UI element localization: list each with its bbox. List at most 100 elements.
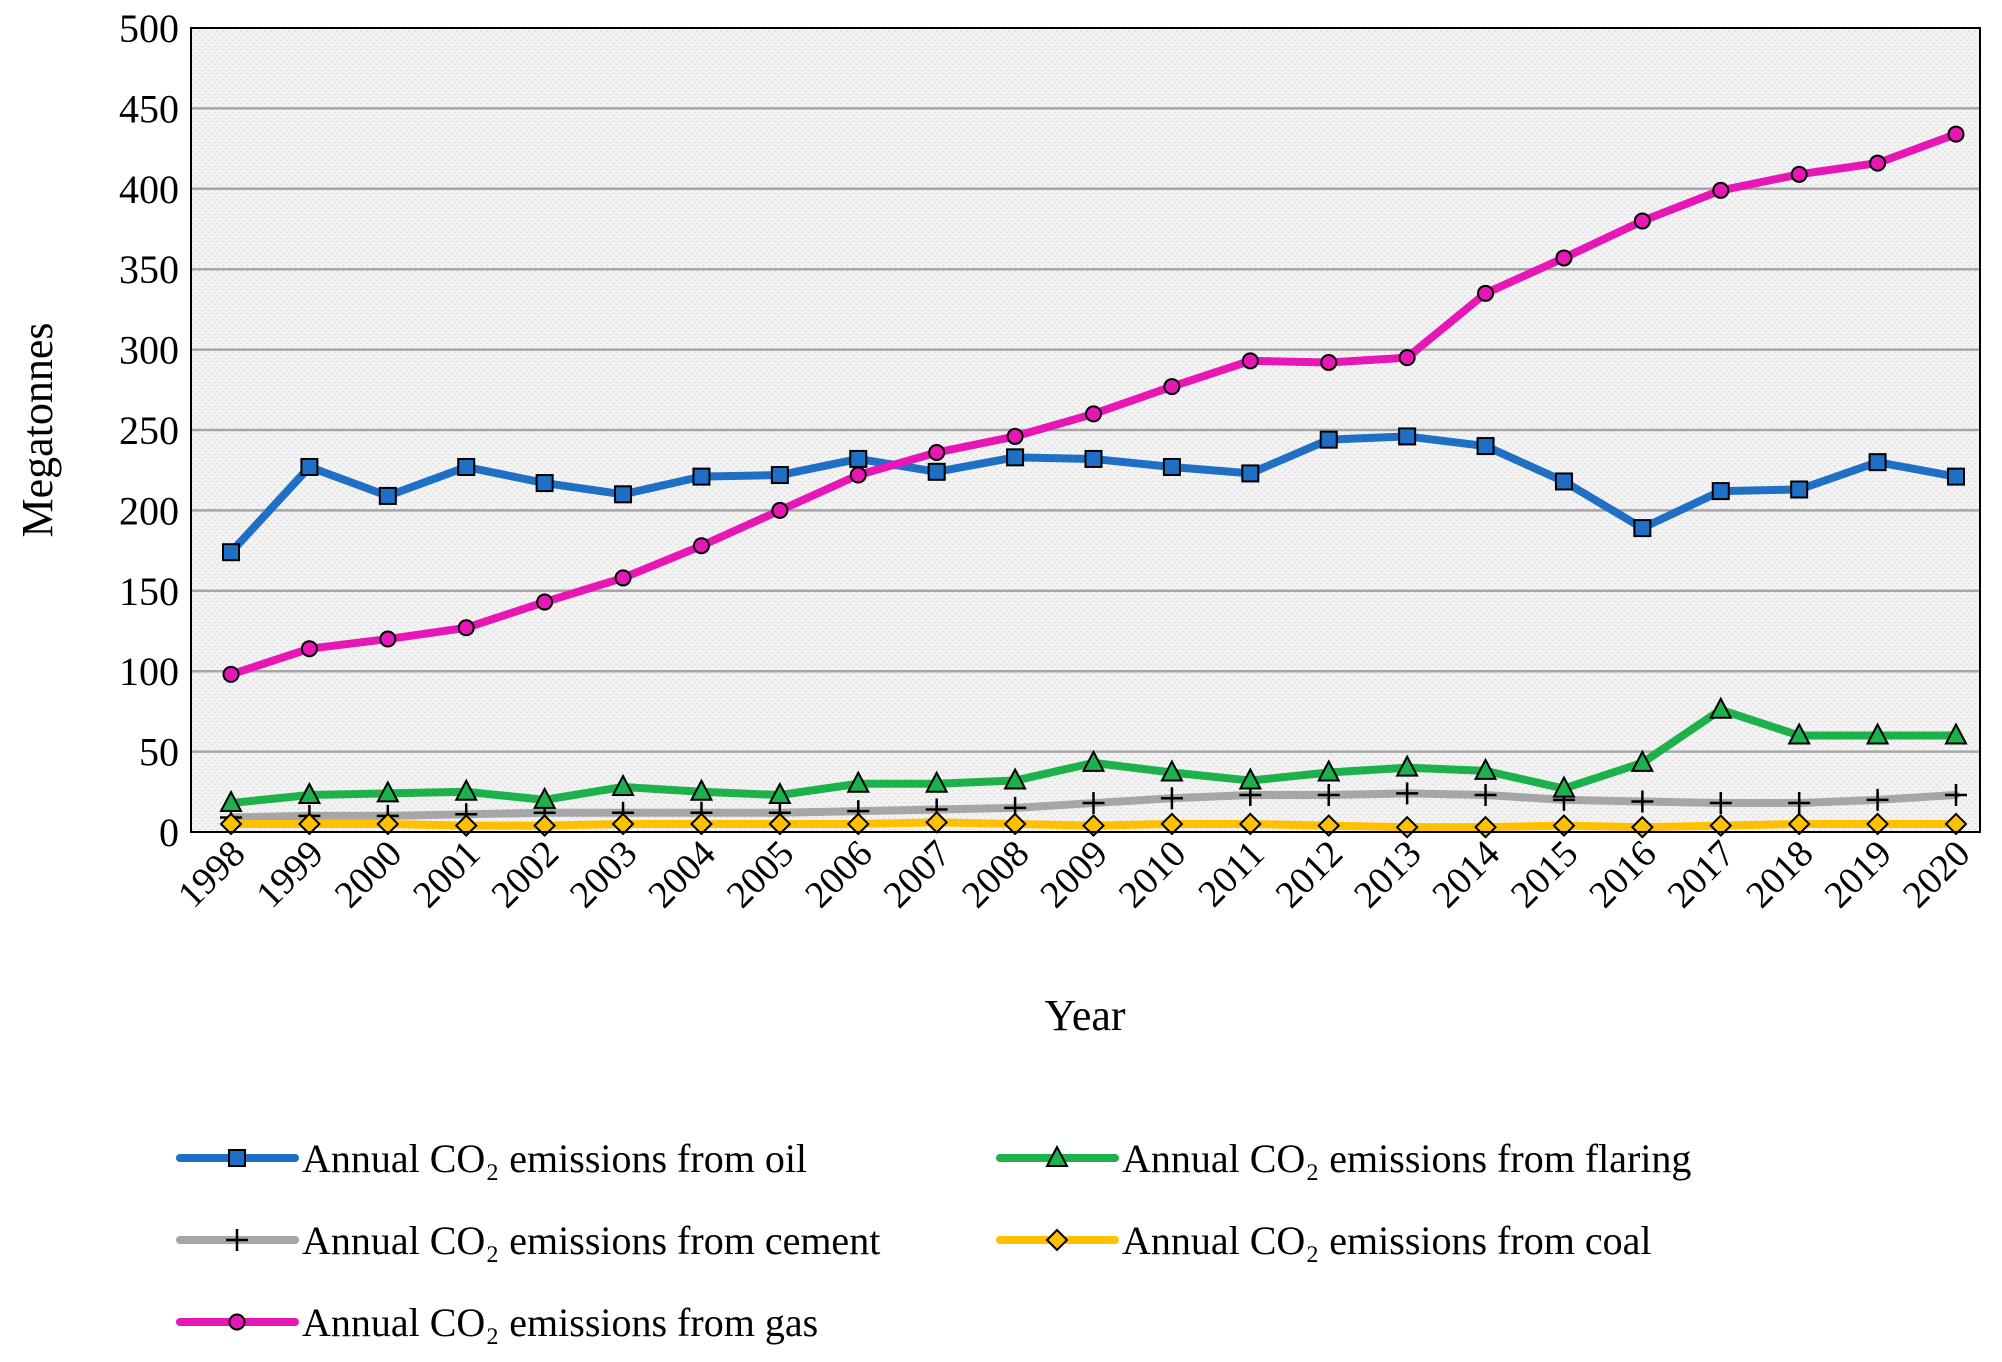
data-point [1947, 467, 1965, 486]
y-tick-label: 300 [119, 328, 179, 373]
data-point [1711, 482, 1730, 501]
x-tick-label: 2005 [719, 833, 802, 916]
data-point [1865, 722, 1890, 745]
series-layer [219, 125, 1968, 839]
data-point [849, 449, 868, 468]
data-point [1238, 812, 1262, 836]
data-point [846, 770, 870, 793]
y-tick-label: 400 [119, 167, 179, 212]
y-tick-label: 450 [119, 86, 179, 131]
data-point [1474, 784, 1497, 807]
data-point [1317, 759, 1341, 782]
data-point [1162, 457, 1181, 476]
data-point [297, 781, 322, 805]
data-point [614, 569, 632, 587]
data-point [1477, 284, 1495, 302]
data-point [1084, 449, 1103, 468]
y-tick-label: 250 [119, 408, 179, 453]
data-point [1790, 165, 1808, 183]
data-point [1163, 378, 1181, 396]
x-tick-label: 2008 [954, 833, 1037, 916]
data-point [219, 789, 243, 813]
data-point [925, 770, 949, 793]
y-tick-label: 150 [119, 569, 179, 614]
data-point [1085, 405, 1102, 423]
x-tick-label: 2002 [484, 833, 567, 916]
data-point [300, 457, 319, 476]
data-point [1476, 437, 1495, 456]
x-tick-label: 1999 [248, 833, 331, 916]
x-tick-label: 2007 [876, 833, 959, 916]
data-point [690, 812, 713, 836]
data-point [689, 778, 714, 801]
x-tick-label: 2011 [1190, 833, 1272, 915]
data-point [1398, 427, 1417, 446]
data-point [692, 537, 710, 555]
x-tick-label: 2000 [327, 833, 410, 916]
data-point [1790, 480, 1809, 499]
data-point [614, 485, 633, 504]
x-tick-label: 1998 [170, 833, 253, 916]
data-point [1947, 125, 1965, 143]
legend-marker [1045, 1228, 1069, 1252]
legend: Annual CO₂ emissions from oil Annual CO₂ … [176, 1136, 1691, 1345]
data-point [1552, 775, 1576, 798]
data-point [533, 814, 557, 837]
x-tick-label: 2017 [1660, 833, 1743, 916]
y-axis-tick-labels: 0 50 100 150 200 250 300 350 400 450 500 [119, 6, 179, 855]
legend-label: Annual CO₂ emissions from coal [1122, 1218, 1651, 1263]
data-point [457, 457, 476, 476]
legend-marker [228, 1149, 246, 1167]
gridlines [191, 107, 1980, 753]
data-point [378, 486, 397, 505]
data-point [1712, 181, 1730, 199]
series-group [222, 125, 1965, 683]
data-point [222, 543, 240, 562]
data-point [1082, 792, 1105, 815]
data-point [379, 630, 397, 648]
y-tick-label: 50 [139, 730, 179, 775]
data-point [454, 814, 478, 837]
x-tick-label: 2018 [1738, 833, 1821, 916]
data-point [219, 812, 243, 836]
data-point [1787, 812, 1811, 836]
data-point [1709, 814, 1733, 837]
plot-border [190, 27, 1981, 833]
data-point [927, 462, 946, 481]
x-tick-label: 2010 [1111, 833, 1194, 916]
data-point [1787, 722, 1811, 745]
x-tick-label: 2016 [1581, 833, 1664, 916]
y-tick-label: 350 [119, 247, 179, 292]
data-point [1633, 212, 1651, 230]
x-tick-label: 2015 [1503, 833, 1586, 916]
data-point [768, 812, 792, 836]
x-tick-label: 2020 [1895, 833, 1978, 916]
data-point [1006, 427, 1024, 445]
y-tick-label: 0 [159, 810, 179, 855]
data-point [770, 466, 789, 485]
data-point [1868, 453, 1887, 472]
y-tick-label: 100 [119, 649, 179, 694]
x-tick-label: 2019 [1817, 833, 1900, 916]
data-point [771, 501, 789, 519]
y-tick-label: 500 [119, 6, 179, 51]
data-point [1081, 749, 1106, 772]
data-point [1788, 792, 1811, 815]
legend-label: Annual CO₂ emissions from flaring [1122, 1136, 1691, 1181]
data-point [454, 778, 478, 801]
data-point [535, 474, 554, 493]
x-tick-label: 2013 [1346, 833, 1429, 916]
series-group [222, 427, 1965, 562]
data-point [1160, 787, 1183, 810]
data-point [1160, 759, 1184, 782]
data-point [1552, 814, 1576, 837]
legend-marker [1045, 1144, 1069, 1167]
data-point [1944, 812, 1968, 836]
data-point [1945, 784, 1967, 807]
data-point [1866, 812, 1890, 836]
data-point [1633, 519, 1652, 538]
data-point [1555, 249, 1573, 267]
data-point [1317, 814, 1341, 837]
data-point [1006, 448, 1025, 467]
data-point [928, 444, 946, 462]
